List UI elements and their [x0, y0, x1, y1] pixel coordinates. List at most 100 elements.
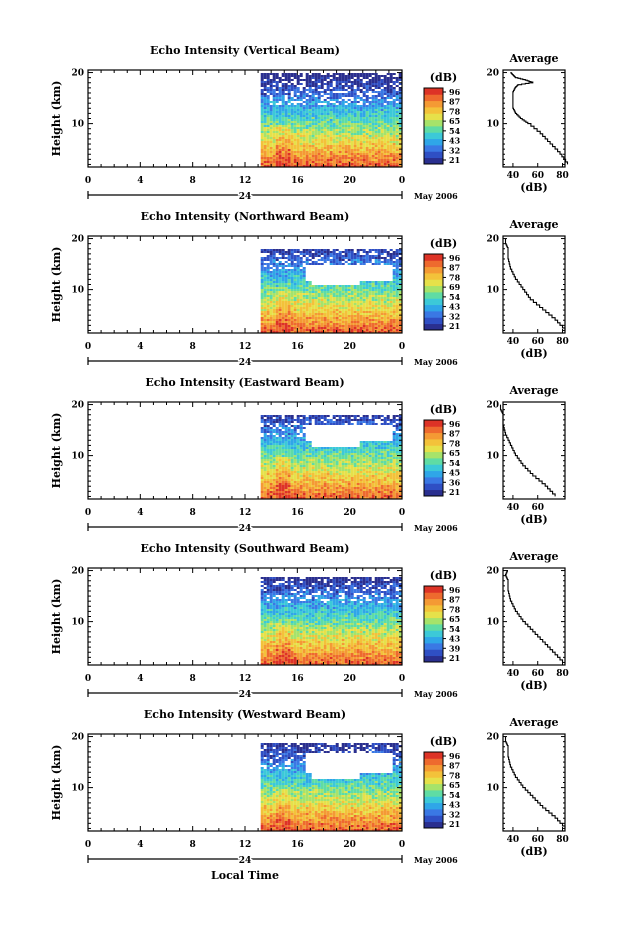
- heatmap-cell: [317, 301, 321, 303]
- heatmap-cell: [392, 327, 396, 329]
- heatmap-cell: [260, 93, 264, 95]
- heatmap-cell: [332, 305, 336, 307]
- heatmap-cell: [332, 423, 336, 425]
- heatmap-cell: [311, 465, 315, 467]
- heatmap-cell: [260, 91, 264, 93]
- heatmap-cell: [344, 101, 348, 103]
- heatmap-cell: [350, 309, 354, 311]
- heatmap-cell: [395, 269, 399, 271]
- heatmap-cell: [299, 161, 303, 163]
- heatmap-cell: [320, 295, 324, 297]
- heatmap-cell: [386, 293, 390, 295]
- heatmap-cell: [392, 289, 396, 291]
- heatmap-cell: [338, 73, 342, 75]
- heatmap-cell: [323, 119, 327, 121]
- heatmap-cell: [284, 125, 288, 127]
- heatmap-cell: [287, 301, 291, 303]
- heatmap-cell: [269, 465, 273, 467]
- heatmap-cell: [320, 305, 324, 307]
- heatmap-cell: [317, 485, 321, 487]
- heatmap-cell: [332, 475, 336, 477]
- heatmap-cell: [362, 123, 366, 125]
- heatmap-cell: [305, 329, 309, 331]
- heatmap-cell: [269, 289, 273, 291]
- heatmap-cell: [320, 105, 324, 107]
- heatmap-cell: [320, 157, 324, 159]
- heatmap-cell: [344, 145, 348, 147]
- heatmap-cell: [281, 443, 285, 445]
- heatmap-cell: [278, 271, 282, 273]
- heatmap-cell: [281, 487, 285, 489]
- heatmap-cell: [275, 307, 279, 309]
- heatmap-cell: [263, 309, 267, 311]
- heatmap-cell: [326, 125, 330, 127]
- heatmap-cell: [275, 165, 279, 167]
- colorbar-tick-label: 78: [449, 106, 461, 116]
- heatmap-cell: [362, 327, 366, 329]
- heatmap-cell: [347, 95, 351, 97]
- heatmap-cell: [284, 473, 288, 475]
- heatmap-cell: [263, 75, 267, 77]
- heatmap-cell: [380, 319, 384, 321]
- heatmap-cell: [359, 259, 363, 261]
- heatmap-cell: [323, 495, 327, 497]
- heatmap-cell: [287, 423, 291, 425]
- heatmap-cell: [287, 479, 291, 481]
- heatmap-cell: [356, 115, 360, 117]
- heatmap-cell: [296, 111, 300, 113]
- heatmap-cell: [281, 319, 285, 321]
- heatmap-cell: [374, 249, 378, 251]
- heatmap-cell: [272, 285, 276, 287]
- heatmap-cell: [365, 321, 369, 323]
- heatmap-cell: [350, 295, 354, 297]
- heatmap-cell: [260, 103, 264, 105]
- heatmap-cell: [332, 293, 336, 295]
- heatmap-cell: [350, 89, 354, 91]
- heatmap-cell: [398, 141, 402, 143]
- heatmap-cell: [305, 111, 309, 113]
- heatmap-cell: [317, 489, 321, 491]
- heatmap-cell: [260, 145, 264, 147]
- heatmap-cell: [335, 329, 339, 331]
- heatmap-cell: [332, 97, 336, 99]
- heatmap-cell: [260, 259, 264, 261]
- heatmap-cell: [323, 309, 327, 311]
- heatmap-cell: [395, 111, 399, 113]
- heatmap-cell: [344, 467, 348, 469]
- heatmap-cell: [290, 165, 294, 167]
- heatmap-cell: [317, 157, 321, 159]
- heatmap-cell: [356, 469, 360, 471]
- heatmap-cell: [362, 145, 366, 147]
- heatmap-cell: [284, 257, 288, 259]
- heatmap-cell: [326, 257, 330, 259]
- heatmap-cell: [350, 455, 354, 457]
- heatmap-cell: [341, 475, 345, 477]
- heatmap-cell: [353, 461, 357, 463]
- heatmap-cell: [326, 325, 330, 327]
- colorbar-swatch: [424, 279, 443, 287]
- heatmap-cell: [368, 141, 372, 143]
- heatmap-cell: [308, 139, 312, 141]
- heatmap-cell: [365, 165, 369, 167]
- heatmap-cell: [359, 131, 363, 133]
- heatmap-cell: [398, 155, 402, 157]
- heatmap-cell: [362, 101, 366, 103]
- heatmap-cell: [335, 453, 339, 455]
- heatmap-cell: [317, 115, 321, 117]
- heatmap-cell: [299, 125, 303, 127]
- heatmap-cell: [365, 415, 369, 417]
- heatmap-cell: [386, 89, 390, 91]
- heatmap-cell: [338, 263, 342, 265]
- heatmap-cell: [341, 419, 345, 421]
- heatmap-cell: [374, 261, 378, 263]
- heatmap-cell: [341, 105, 345, 107]
- heatmap-cell: [398, 99, 402, 101]
- heatmap-cell: [311, 287, 315, 289]
- heatmap-cell: [338, 113, 342, 115]
- heatmap-cell: [344, 137, 348, 139]
- heatmap-cell: [311, 467, 315, 469]
- heatmap-cell: [344, 111, 348, 113]
- heatmap-cell: [365, 283, 369, 285]
- heatmap-cell: [338, 313, 342, 315]
- heatmap-cell: [290, 79, 294, 81]
